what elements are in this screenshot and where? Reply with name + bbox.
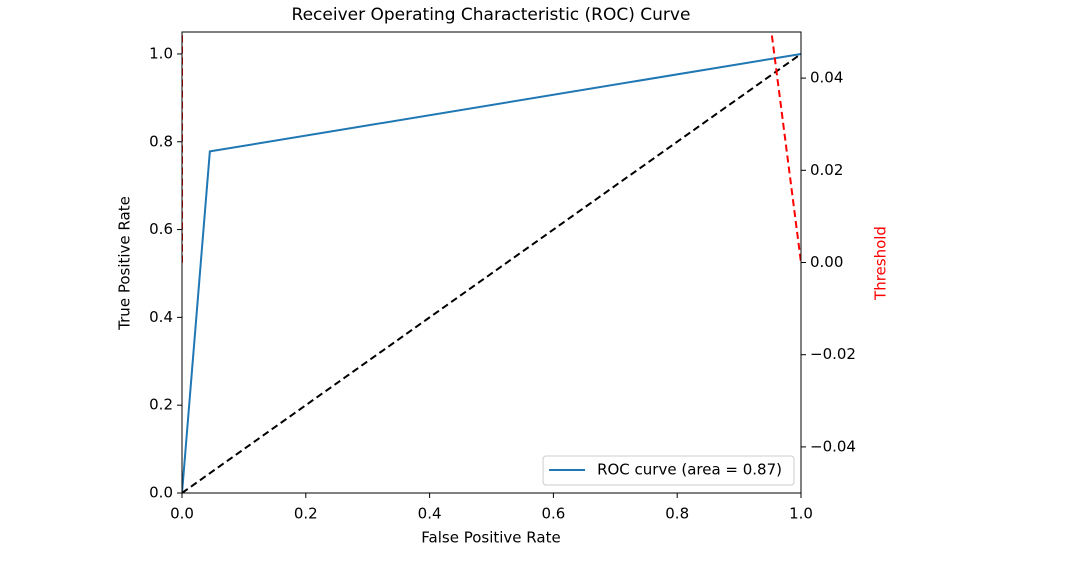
y-tick-label: 0.4 (149, 308, 173, 326)
plot-area (182, 32, 801, 493)
series-line (182, 32, 801, 263)
y-tick-label: 0.2 (149, 396, 173, 414)
y2-tick-label: 0.02 (810, 161, 843, 179)
legend (542, 455, 795, 486)
plot-frame (181, 31, 802, 494)
chart-title: Receiver Operating Characteristic (ROC) … (292, 5, 691, 25)
y2-tick-label: −0.02 (810, 345, 856, 363)
x-tick-label: 0.8 (665, 505, 689, 523)
y2-tick-label: 0.00 (810, 253, 843, 271)
series-line (182, 52, 801, 493)
y2-tick-label: −0.04 (810, 437, 856, 455)
y-tick-label: 1.0 (149, 44, 173, 62)
y-tick-label: 0.6 (149, 220, 173, 238)
y2-tick-label: 0.04 (810, 69, 843, 87)
y2-axis-label: Threshold (872, 226, 890, 301)
x-tick-label: 0.2 (294, 505, 318, 523)
y-tick-label: 0.8 (149, 132, 173, 150)
y-axis-label: True Positive Rate (116, 196, 134, 331)
x-tick-label: 1.0 (789, 505, 813, 523)
x-tick-label: 0.4 (418, 505, 442, 523)
legend-label: ROC curve (area = 0.87) (597, 461, 782, 479)
series-line (182, 53, 801, 493)
x-axis-label: False Positive Rate (421, 529, 560, 547)
x-tick-label: 0.6 (541, 505, 565, 523)
x-tick-label: 0.0 (170, 505, 194, 523)
y-tick-label: 0.0 (149, 484, 173, 502)
